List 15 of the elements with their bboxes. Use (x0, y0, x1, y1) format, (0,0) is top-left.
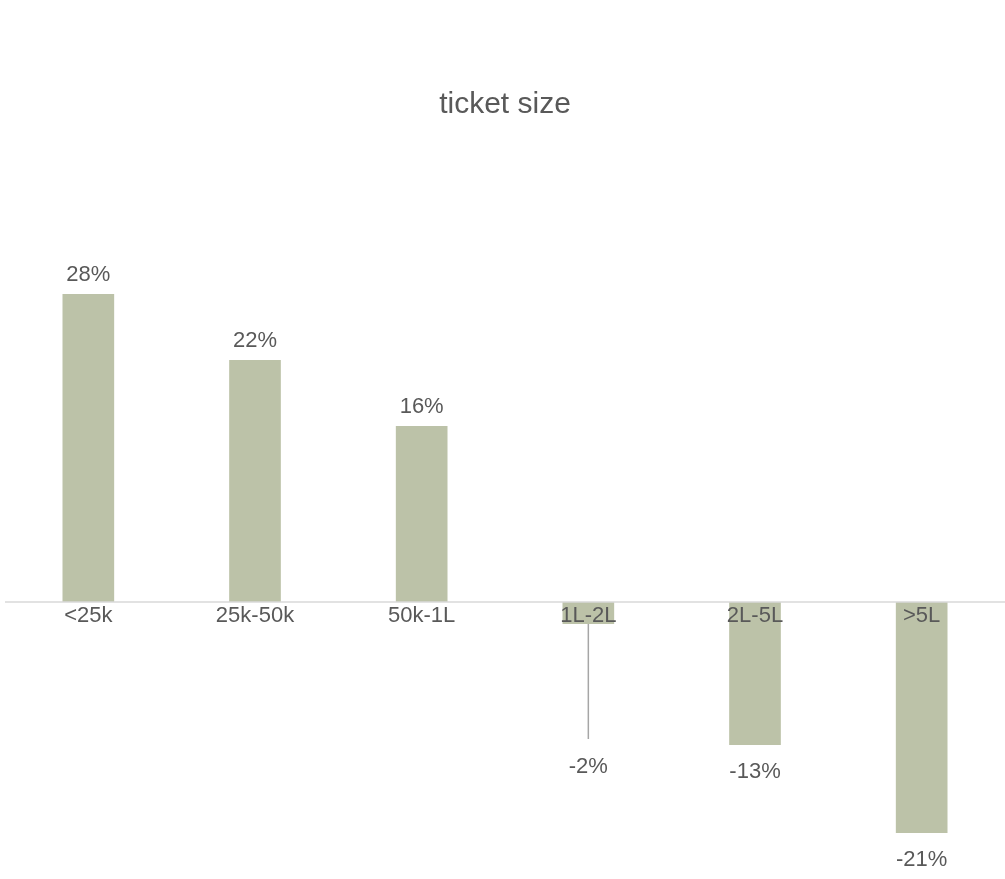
x-tick-label: 25k-50k (215, 602, 296, 628)
data-label: 22% (232, 327, 278, 353)
bar (395, 426, 448, 602)
chart-title: ticket size (439, 86, 571, 120)
data-label: -13% (729, 758, 781, 784)
bar (229, 360, 281, 602)
x-tick-label: <25k (64, 602, 114, 628)
bar (895, 602, 948, 833)
data-label: 28% (66, 261, 111, 287)
bar (62, 294, 115, 602)
data-label: -21% (895, 846, 948, 872)
x-tick-label: >5L (903, 602, 941, 628)
x-tick-label: 50k-1L (388, 602, 456, 628)
data-label: -2% (568, 753, 608, 779)
data-label: 16% (399, 393, 444, 419)
